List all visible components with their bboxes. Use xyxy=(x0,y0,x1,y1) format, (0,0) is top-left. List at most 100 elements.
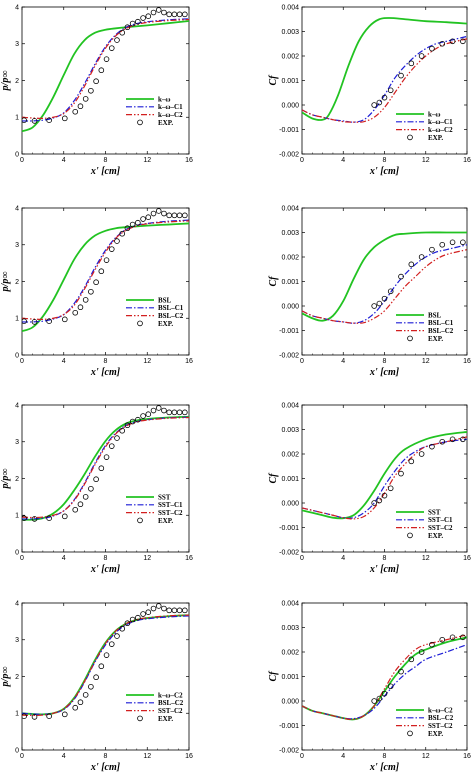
exp-point xyxy=(376,695,383,702)
legend-marker xyxy=(137,320,143,327)
exp-point xyxy=(376,300,383,307)
legend-label: BSL–C1 xyxy=(428,319,454,327)
exp-point xyxy=(135,416,141,423)
x-tick-label: 0 xyxy=(300,753,304,760)
y-tick-label: -0.002 xyxy=(279,747,299,754)
legend-label: k–ω–C1 xyxy=(428,118,453,126)
exp-point xyxy=(114,633,120,639)
legend-label: k–ω–C2 xyxy=(158,111,183,119)
exp-point xyxy=(371,500,377,506)
exp-point xyxy=(145,13,152,19)
y-tick-label: 0.000 xyxy=(281,303,299,310)
y-tick-label: 0.003 xyxy=(281,427,299,434)
y-tick-label: -0.002 xyxy=(279,549,299,556)
legend-label: EXP. xyxy=(158,119,173,127)
exp-point xyxy=(166,607,172,614)
x-tick-label: 0 xyxy=(300,555,304,562)
exp-point xyxy=(381,94,388,101)
y-axis-label: p/p∞ xyxy=(0,469,11,490)
exp-point xyxy=(82,494,89,500)
exp-point xyxy=(145,609,152,615)
series-line-k–ω xyxy=(302,17,467,121)
y-tick-label: 0.003 xyxy=(281,625,299,632)
exp-point xyxy=(161,605,167,612)
y-tick-label: 0.004 xyxy=(281,4,299,11)
exp-point xyxy=(429,246,435,253)
y-tick-label: 0 xyxy=(15,747,19,754)
exp-point xyxy=(155,603,162,609)
exp-point xyxy=(161,210,167,217)
x-tick-label: 4 xyxy=(62,555,66,562)
exp-point xyxy=(93,476,99,483)
x-tick-label: 0 xyxy=(300,157,304,164)
exp-point xyxy=(460,38,466,45)
exp-point xyxy=(61,316,68,323)
x-tick-label: 4 xyxy=(62,157,66,164)
x-axis-label: x' [cm] xyxy=(369,166,400,177)
exp-point xyxy=(371,102,377,108)
x-tick-label: 12 xyxy=(422,157,430,164)
exp-point xyxy=(166,212,172,219)
series-line-SST xyxy=(302,431,467,520)
legend-label: BSL–C2 xyxy=(158,312,184,320)
exp-point xyxy=(449,38,456,45)
exp-point xyxy=(429,45,435,52)
x-tick-label: 8 xyxy=(383,157,387,164)
exp-point xyxy=(114,435,120,441)
legend-label: EXP. xyxy=(428,134,443,142)
exp-point xyxy=(72,108,79,115)
exp-point xyxy=(31,516,38,522)
legend-label: BSL xyxy=(158,296,172,304)
x-tick-label: 12 xyxy=(143,157,151,164)
legend-label: BSL–C2 xyxy=(428,327,454,335)
x-axis-label: x' [cm] xyxy=(369,564,400,575)
exp-point xyxy=(98,268,105,275)
y-tick-label: 1 xyxy=(15,316,19,323)
exp-point xyxy=(77,699,84,706)
y-tick-label: 0 xyxy=(15,151,19,158)
x-tick-label: 16 xyxy=(463,753,471,760)
y-tick-label: 0.003 xyxy=(281,29,299,36)
series-group xyxy=(302,231,467,324)
x-axis-label: x' [cm] xyxy=(369,762,400,773)
exp-point xyxy=(398,668,404,675)
y-axis-label: Cf xyxy=(268,472,279,484)
exp-point xyxy=(460,634,466,641)
exp-point xyxy=(22,515,27,521)
series-line-SST–C1 xyxy=(302,438,467,519)
x-tick-label: 4 xyxy=(62,358,66,365)
legend-label: BSL–C2 xyxy=(428,714,454,722)
y-tick-label: 0.001 xyxy=(281,674,299,681)
exp-point xyxy=(171,11,178,18)
x-tick-label: 8 xyxy=(104,555,108,562)
exp-point xyxy=(387,87,394,94)
legend-label: k–ω xyxy=(428,110,441,118)
y-axis-label: p/p∞ xyxy=(0,667,11,688)
exp-point xyxy=(22,713,27,719)
plot-frame xyxy=(21,602,190,751)
exp-point xyxy=(88,683,94,690)
y-tick-label: 0.004 xyxy=(281,600,299,607)
series-line-k–ω–C2 xyxy=(22,18,189,119)
exp-point xyxy=(31,319,38,325)
x-axis-label: x' [cm] xyxy=(90,762,121,773)
exp-point xyxy=(46,515,52,521)
exp-point xyxy=(31,714,38,720)
exp-point xyxy=(119,230,125,237)
exp-point xyxy=(98,67,105,74)
series-line-k–ω–C2 xyxy=(302,38,467,123)
legend-label: EXP. xyxy=(428,335,443,343)
legend-label: k–ω–C2 xyxy=(428,126,453,134)
chart-skin-friction-3: 0 4 8 12 16 -0.002 -0.001 0.000 0.001 0.002 0.003 0… xyxy=(268,402,471,575)
exp-point xyxy=(182,607,188,614)
exp-point xyxy=(171,607,178,614)
y-tick-label: 0.001 xyxy=(281,476,299,483)
exp-point xyxy=(171,409,178,416)
y-tick-label: 0.002 xyxy=(281,451,299,458)
x-tick-label: 8 xyxy=(104,157,108,164)
exp-point xyxy=(145,411,152,417)
x-tick-label: 16 xyxy=(185,157,193,164)
